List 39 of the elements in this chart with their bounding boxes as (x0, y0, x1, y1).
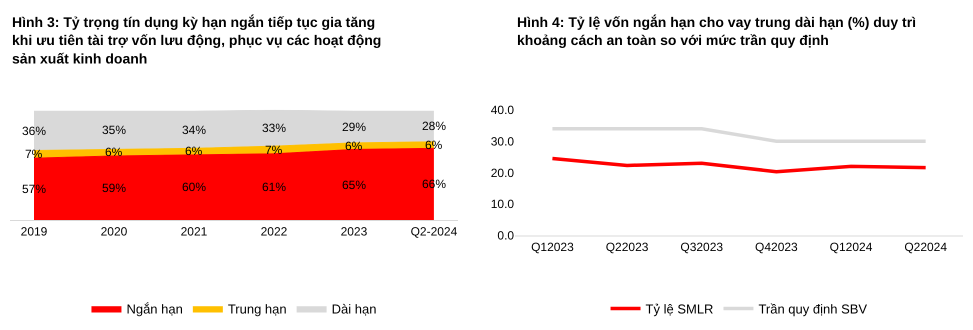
data-label: 65% (342, 178, 366, 192)
data-label: 33% (262, 121, 286, 135)
legend-label: Ngắn hạn (126, 302, 183, 317)
data-label: 29% (342, 120, 366, 134)
y-tick-label: 10.0 (490, 197, 514, 212)
data-label: 7% (265, 143, 283, 157)
data-label: 36% (22, 124, 46, 138)
data-label: 35% (102, 123, 126, 137)
x-tick-label: Q32023 (680, 240, 724, 254)
data-label: 6% (425, 138, 443, 152)
x-tick-label: Q2-2024 (410, 224, 458, 238)
legend-label: Tỷ lệ SMLR (646, 302, 714, 317)
chart-title: Hình 4: Tỷ lệ vốn ngắn hạn cho vay trung dài hạn (%) duy trì khoảng cách an toàn so với mức trần quy định (517, 14, 916, 48)
y-tick-label: 30.0 (490, 134, 514, 148)
x-tick-label: Q22023 (606, 240, 649, 254)
y-tick-label: 40.0 (490, 103, 514, 118)
x-tick-label: Q22024 (904, 240, 948, 254)
x-tick-label: 2020 (100, 224, 128, 238)
x-tick-label: 2023 (340, 224, 368, 238)
y-tick-label: 0.0 (497, 228, 514, 243)
x-tick-label: Q12024 (830, 240, 873, 254)
data-label: 60% (182, 180, 206, 194)
data-label: 34% (182, 123, 206, 137)
data-label: 59% (102, 181, 126, 195)
x-tick-label: 2022 (260, 224, 288, 238)
x-tick-label: Q12023 (531, 240, 574, 254)
legend-label: Trần quy định SBV (758, 302, 868, 317)
data-label: 28% (422, 119, 446, 133)
legend-label: Trung hạn (228, 302, 287, 317)
y-tick-label: 20.0 (490, 166, 514, 180)
x-tick-label: Q42023 (755, 240, 798, 254)
data-label: 6% (185, 144, 203, 158)
x-tick-label: 2019 (20, 224, 48, 238)
chart-title: Hình 3: Tỷ trọng tín dụng kỳ hạn ngắn tiếp tục gia tăng khi ưu tiên tài trợ vốn lưu động, phục vụ các hoạt động sản xuất kinh doanh (12, 14, 382, 66)
legend-label: Dài hạn (332, 302, 376, 317)
data-label: 6% (105, 145, 123, 159)
x-tick-label: 2021 (180, 224, 208, 238)
line-series (550, 156, 928, 174)
data-label: 61% (262, 180, 286, 194)
